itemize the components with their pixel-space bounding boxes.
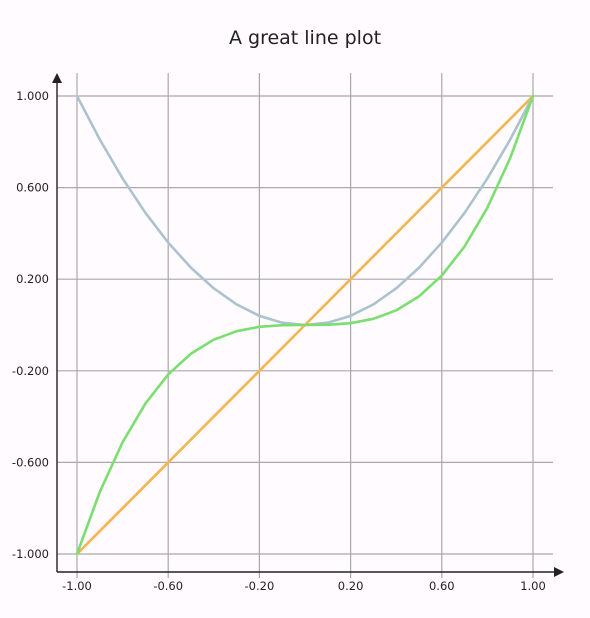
axes — [52, 73, 564, 577]
x-tick-label: 0.60 — [429, 579, 455, 593]
series — [75, 94, 535, 556]
x-tick-label: 0.20 — [338, 579, 364, 593]
x-tick-label: -1.00 — [62, 579, 92, 593]
grid — [57, 73, 553, 578]
x-tick-label: -0.60 — [153, 579, 183, 593]
series-line-3 — [75, 94, 535, 556]
y-tick-label: 0.200 — [16, 272, 49, 286]
x-tick-label: 1.00 — [520, 579, 546, 593]
y-tick-label: -0.200 — [12, 364, 49, 378]
tick-labels: -1.00 -0.60 -0.20 0.20 0.60 1.00 1.000 0.600 0.2… — [12, 89, 546, 593]
y-tick-label: -1.000 — [12, 547, 49, 561]
y-axis-arrow — [52, 73, 62, 83]
series-line-1 — [75, 94, 535, 327]
x-tick-label: -0.20 — [245, 579, 275, 593]
y-tick-label: 0.600 — [16, 181, 49, 195]
x-axis-arrow — [554, 567, 564, 577]
chart-title: A great line plot — [229, 27, 381, 49]
y-tick-label: -0.600 — [12, 455, 49, 469]
y-tick-label: 1.000 — [16, 89, 49, 103]
